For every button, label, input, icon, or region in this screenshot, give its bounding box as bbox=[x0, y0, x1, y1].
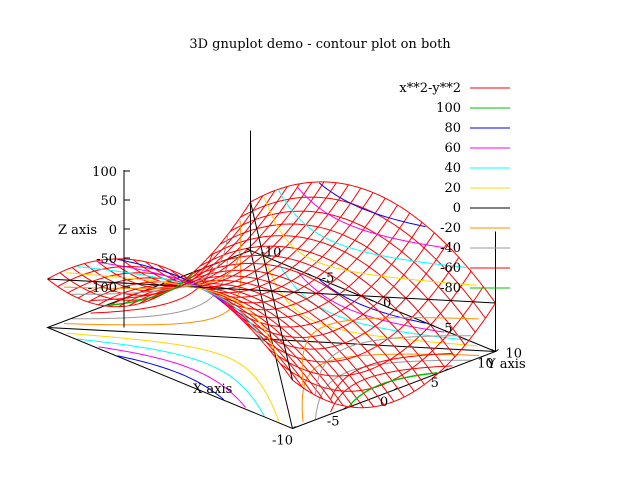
y-axis-ticks: -10 -5 0 5 10 bbox=[246, 246, 523, 362]
legend-label: -80 bbox=[440, 281, 461, 296]
surface-line-x bbox=[189, 254, 436, 377]
y-tick-label: -10 bbox=[261, 246, 282, 261]
y-tick-label: 10 bbox=[506, 347, 523, 362]
surface-line-x bbox=[179, 262, 425, 385]
surface-line-y bbox=[120, 181, 325, 288]
surface-line-x bbox=[240, 196, 486, 319]
base-contour-20 bbox=[66, 332, 280, 421]
surface-contour--40 bbox=[314, 335, 472, 395]
x-tick-label: 10 bbox=[477, 357, 494, 372]
x-tick-mark bbox=[393, 387, 398, 391]
z-tick-label: 50 bbox=[100, 194, 117, 209]
surface-contour--20 bbox=[301, 317, 479, 386]
y-tick-label: 0 bbox=[383, 296, 391, 311]
legend-label: 0 bbox=[453, 201, 461, 216]
z-tick-label: -50 bbox=[96, 252, 117, 267]
y-tick-mark bbox=[430, 323, 435, 327]
legend: x**2-y**2 100 80 60 40 20 0 -20 -40 -60 -80 bbox=[399, 81, 510, 296]
x-axis-ticks: -10 -5 0 5 10 bbox=[272, 349, 499, 449]
box-edges bbox=[123, 130, 496, 352]
legend-label: 80 bbox=[444, 121, 461, 136]
legend-label: -40 bbox=[440, 241, 461, 256]
surface-contour--60 bbox=[330, 352, 453, 400]
legend-label: -60 bbox=[440, 261, 461, 276]
legend-label: 20 bbox=[444, 181, 461, 196]
y-tick-mark bbox=[246, 248, 251, 251]
z-axis-label: Z axis bbox=[58, 223, 97, 238]
legend-label: 100 bbox=[436, 101, 461, 116]
surface-contour-80 bbox=[318, 182, 426, 228]
base-contour-80 bbox=[117, 355, 225, 400]
surface-contour--20 bbox=[64, 220, 242, 289]
surface-contour-60 bbox=[98, 261, 246, 324]
base-contour--40 bbox=[71, 259, 229, 320]
surface-line-y bbox=[47, 201, 251, 308]
base-contour--20 bbox=[64, 256, 242, 326]
surface-contour-layer bbox=[47, 182, 496, 407]
surface-contour-40 bbox=[278, 189, 467, 268]
y-tick-mark bbox=[491, 349, 496, 352]
legend-label: x**2-y**2 bbox=[399, 81, 461, 96]
y-tick-mark bbox=[307, 273, 312, 277]
x-tick-label: -5 bbox=[327, 414, 340, 429]
y-axis-label: Y axis bbox=[486, 357, 526, 372]
surface-line-x bbox=[219, 223, 466, 346]
surface-line-y bbox=[132, 182, 337, 288]
y-tick-label: 5 bbox=[444, 321, 452, 336]
y-tick-mark bbox=[368, 298, 374, 302]
surface-line-x bbox=[250, 181, 496, 304]
surface-contour--80 bbox=[105, 271, 195, 306]
surface-contour-20 bbox=[66, 272, 280, 361]
y-tick-label: -5 bbox=[322, 271, 335, 286]
z-tick-label: -100 bbox=[88, 281, 117, 296]
base-contour-60 bbox=[98, 346, 246, 408]
x-tick-label: 0 bbox=[380, 395, 388, 410]
base-contour-60 bbox=[297, 271, 445, 333]
surface-line-y bbox=[96, 183, 300, 290]
x-tick-mark bbox=[292, 426, 296, 429]
chart-title: 3D gnuplot demo - contour plot on both bbox=[189, 37, 451, 52]
surface-contour--80 bbox=[348, 372, 438, 407]
z-tick-label: 100 bbox=[92, 165, 117, 180]
z-axis-ticks: 100 50 0 -50 -100 bbox=[88, 165, 130, 296]
x-tick-label: -10 bbox=[272, 434, 293, 449]
x-tick-mark bbox=[342, 406, 347, 410]
z-tick-label: 0 bbox=[109, 223, 117, 238]
surface-line-x bbox=[158, 275, 405, 398]
x-axis-label: X axis bbox=[193, 382, 232, 397]
x-tick-mark bbox=[495, 349, 499, 352]
legend-label: 40 bbox=[444, 161, 461, 176]
x-tick-mark bbox=[444, 368, 449, 372]
surface-contour-40 bbox=[76, 266, 265, 345]
base-contour-40 bbox=[76, 338, 265, 417]
x-tick-label: 5 bbox=[431, 376, 439, 391]
surface-contour--40 bbox=[71, 235, 229, 295]
surface-contour-0 bbox=[47, 278, 496, 304]
surface-contour-60 bbox=[297, 186, 445, 249]
surface-contour-20 bbox=[263, 197, 477, 286]
base-contour-40 bbox=[278, 262, 467, 341]
legend-label: -20 bbox=[440, 221, 461, 236]
legend-label: 60 bbox=[444, 141, 461, 156]
surface-line-y bbox=[83, 186, 288, 292]
